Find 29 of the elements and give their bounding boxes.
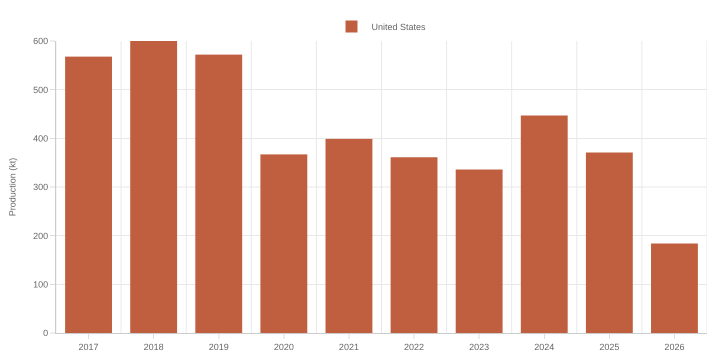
- bar: [651, 243, 698, 333]
- x-tick-label: 2019: [208, 342, 229, 352]
- y-tick-label: 300: [33, 182, 48, 192]
- y-tick-label: 200: [33, 230, 48, 241]
- x-tick-label: 2024: [534, 342, 554, 352]
- bar: [260, 154, 308, 333]
- x-tick-label: 2025: [599, 342, 620, 352]
- x-tick-label: 2020: [274, 342, 294, 352]
- bar: [456, 169, 503, 333]
- bar: [326, 138, 372, 333]
- x-tick-label: 2017: [78, 342, 99, 352]
- y-tick-label: 0: [43, 328, 48, 338]
- bar: [130, 41, 178, 333]
- x-tick-label: 2026: [664, 342, 684, 352]
- legend-label: United States: [372, 22, 426, 32]
- x-tick-label: 2018: [144, 342, 164, 352]
- y-tick-label: 500: [33, 84, 48, 95]
- bar: [586, 152, 633, 333]
- y-tick-label: 400: [33, 133, 48, 144]
- y-tick-label: 100: [33, 279, 48, 290]
- bar: [195, 54, 242, 333]
- x-tick-label: 2022: [404, 342, 424, 352]
- x-tick-label: 2021: [338, 342, 359, 352]
- x-tick-label: 2023: [469, 342, 490, 352]
- bar: [390, 157, 438, 333]
- bar: [65, 56, 112, 333]
- y-tick-label: 600: [33, 36, 48, 46]
- bar: [520, 115, 568, 333]
- y-axis-title: Production (kt): [8, 158, 18, 216]
